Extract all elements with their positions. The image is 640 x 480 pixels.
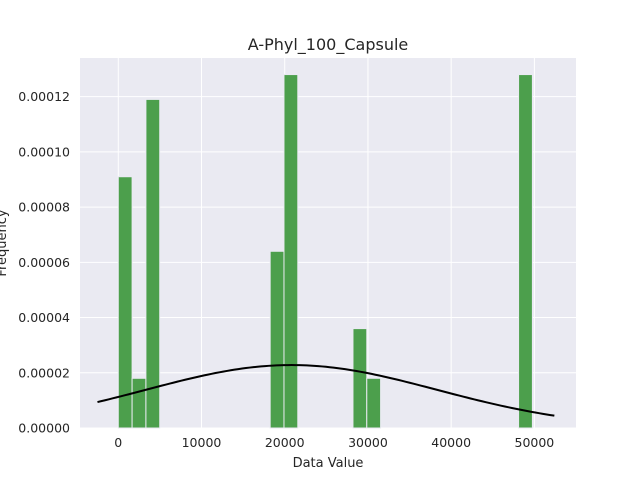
y-tick-label: 0.00006 [18, 255, 70, 270]
x-tick-labels: 0 10000 20000 30000 40000 50000 [114, 435, 554, 450]
y-tick-label: 0.00010 [18, 144, 70, 159]
x-tick-label: 0 [114, 435, 122, 450]
histogram-bar [118, 177, 132, 428]
histogram-bar [367, 378, 381, 428]
histogram-bar [284, 75, 298, 428]
histogram-bar [353, 329, 367, 428]
x-axis-label: Data Value [293, 456, 364, 471]
histogram-bar [132, 378, 146, 428]
y-tick-label: 0.00004 [18, 310, 70, 325]
x-tick-label: 10000 [182, 435, 222, 450]
chart-title: A-Phyl_100_Capsule [248, 35, 409, 55]
histogram-bar [270, 251, 284, 428]
y-axis-label: Frequency [0, 209, 10, 276]
x-tick-label: 20000 [265, 435, 305, 450]
histogram-bar [519, 75, 533, 428]
y-tick-label: 0.00012 [18, 89, 70, 104]
y-tick-label: 0.00002 [18, 365, 70, 380]
histogram-bar [146, 99, 160, 428]
y-tick-labels: 0.00000 0.00002 0.00004 0.00006 0.00008 0.000… [18, 89, 70, 435]
x-tick-label: 40000 [431, 435, 471, 450]
y-tick-label: 0.00008 [18, 200, 70, 215]
x-tick-label: 30000 [348, 435, 388, 450]
x-tick-label: 50000 [515, 435, 555, 450]
y-tick-label: 0.00000 [18, 421, 70, 436]
